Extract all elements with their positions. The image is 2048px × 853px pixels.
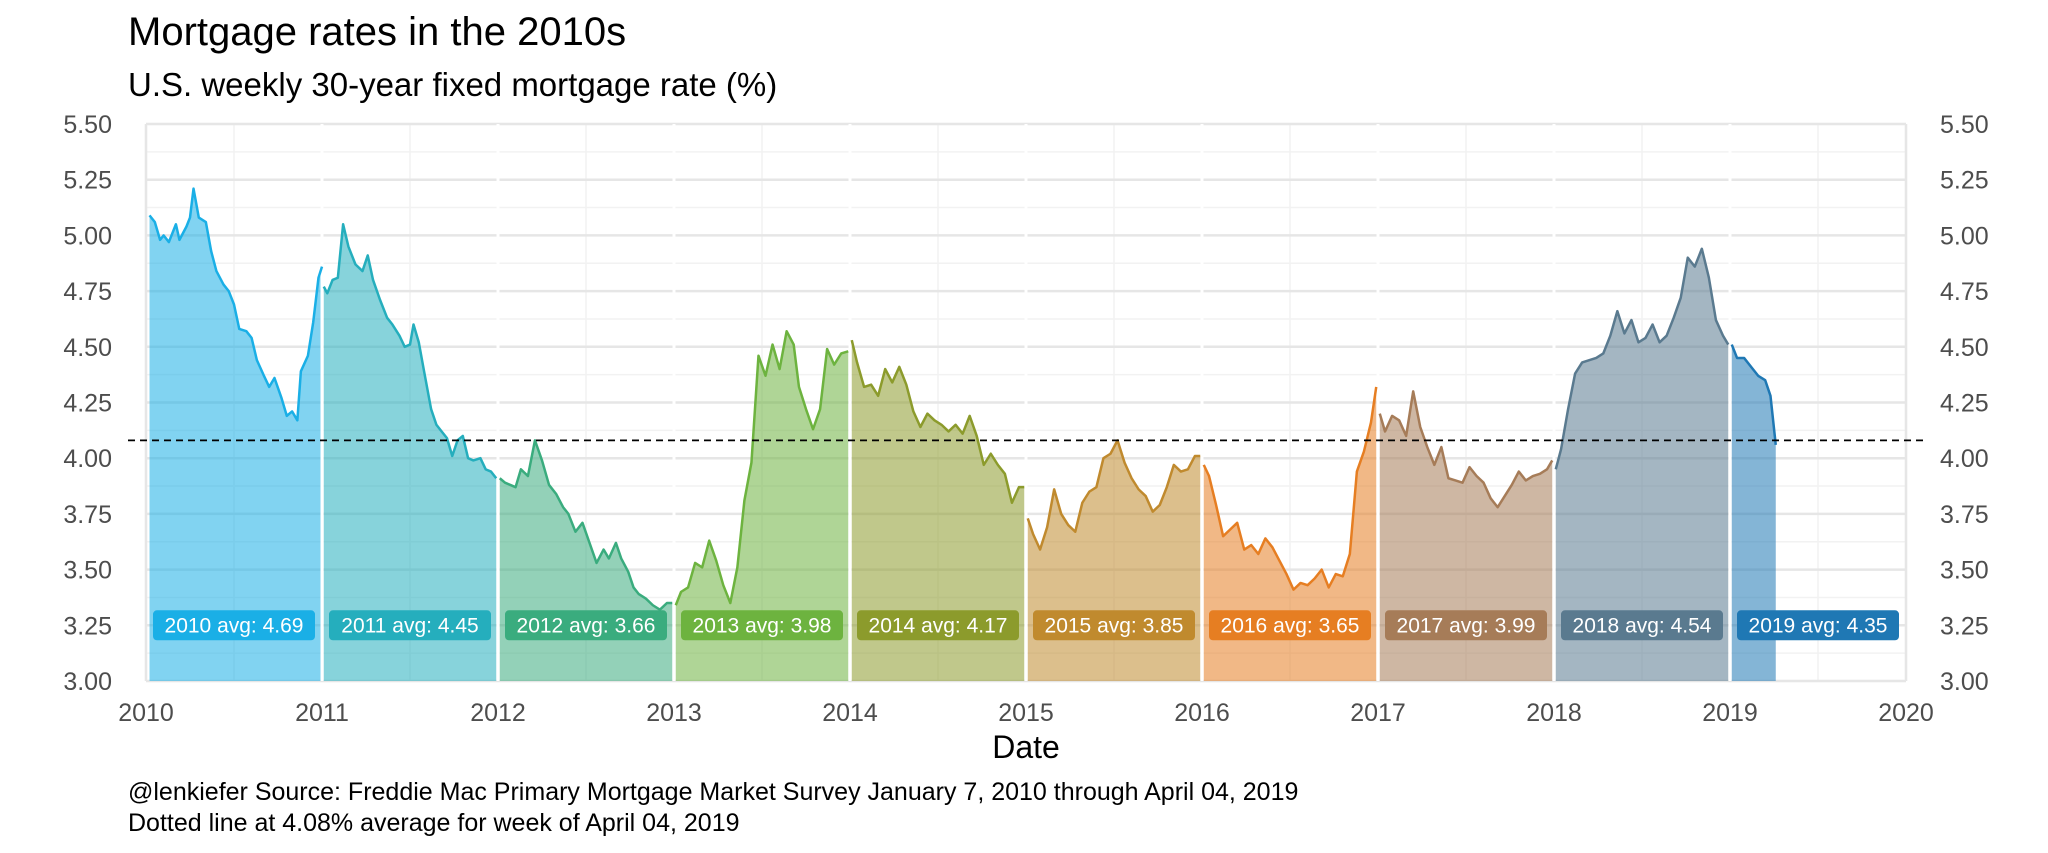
y-tick-left: 3.00: [63, 668, 112, 696]
y-tick-left: 3.75: [63, 501, 112, 529]
line-2013: [674, 329, 849, 606]
y-tick-right: 5.50: [1940, 111, 1989, 139]
y-tick-left: 3.25: [63, 612, 112, 640]
avg-label-2010: 2010 avg: 4.69: [165, 614, 304, 637]
y-tick-left: 4.75: [63, 278, 112, 306]
avg-label-bg-2013: [681, 610, 843, 641]
y-tick-right: 4.50: [1940, 334, 1989, 362]
line-2012: [498, 439, 673, 611]
line-2015: [1026, 439, 1201, 551]
x-axis-label: Date: [992, 729, 1060, 765]
avg-label-bg-2010: [153, 610, 315, 641]
line-2014: [850, 339, 1025, 505]
avg-label-2012: 2012 avg: 3.66: [517, 614, 656, 637]
x-tick: 2013: [646, 699, 702, 727]
x-tick: 2016: [1174, 699, 1230, 727]
area-2011: [323, 224, 497, 681]
y-tick-right: 4.25: [1940, 390, 1989, 418]
y-tick-left: 4.50: [63, 334, 112, 362]
chart-subtitle: U.S. weekly 30-year fixed mortgage rate …: [128, 66, 778, 103]
x-tick: 2010: [118, 699, 174, 727]
avg-label-bg-2016: [1209, 610, 1371, 641]
y-tick-right: 5.00: [1940, 222, 1989, 250]
avg-label-bg-2015: [1033, 610, 1195, 641]
y-tick-right: 3.75: [1940, 501, 1989, 529]
area-2014: [851, 340, 1025, 681]
x-tick: 2014: [822, 699, 878, 727]
avg-label-bg-2018: [1561, 610, 1723, 641]
avg-label-2018: 2018 avg: 4.54: [1573, 614, 1712, 637]
x-tick: 2018: [1526, 699, 1582, 727]
y-tick-left: 5.00: [63, 222, 112, 250]
axis-layer: 3.00 3.00 3.25 3.25 3.50 3.50 3.75 3.75 4.00 4.00…: [63, 111, 1988, 765]
x-tick: 2017: [1350, 699, 1406, 727]
x-tick: 2020: [1878, 699, 1934, 727]
y-tick-left: 5.50: [63, 111, 112, 139]
area-2016: [1203, 386, 1377, 681]
y-tick-left: 4.25: [63, 390, 112, 418]
y-tick-left: 3.50: [63, 557, 112, 585]
avg-label-bg-2012: [505, 610, 667, 641]
line-2016: [1202, 386, 1378, 591]
avg-label-2017: 2017 avg: 3.99: [1397, 614, 1536, 637]
chart-title: Mortgage rates in the 2010s: [128, 10, 627, 54]
area-2013: [675, 331, 849, 681]
line-2018: [1554, 247, 1730, 470]
source-caption: @lenkiefer Source: Freddie Mac Primary M…: [128, 778, 1299, 806]
reference-caption: Dotted line at 4.08% average for week of…: [128, 809, 740, 837]
y-tick-right: 3.50: [1940, 557, 1989, 585]
year-boundaries: [320, 124, 1732, 681]
avg-label-2013: 2013 avg: 3.98: [693, 614, 832, 637]
avg-label-2016: 2016 avg: 3.65: [1221, 614, 1360, 637]
avg-label-2015: 2015 avg: 3.85: [1045, 614, 1184, 637]
avg-label-2011: 2011 avg: 4.45: [341, 614, 478, 637]
y-tick-right: 5.25: [1940, 167, 1989, 195]
avg-labels: 2010 avg: 4.69 2011 avg: 4.45 2012 avg: 3.…: [153, 610, 1899, 641]
area-2010: [149, 188, 322, 681]
area-2019: [1731, 344, 1776, 681]
avg-label-bg-2019: [1737, 610, 1899, 641]
x-tick: 2015: [998, 699, 1054, 727]
y-tick-left: 4.00: [63, 445, 112, 473]
x-tick: 2019: [1702, 699, 1758, 727]
line-2010: [148, 187, 324, 422]
y-tick-left: 5.25: [63, 167, 112, 195]
avg-label-2014: 2014 avg: 4.17: [869, 614, 1008, 637]
avg-label-2019: 2019 avg: 4.35: [1749, 614, 1888, 637]
area-2015: [1027, 440, 1201, 681]
series-lines: [148, 187, 1778, 611]
line-2017: [1378, 390, 1554, 509]
y-tick-right: 4.75: [1940, 278, 1989, 306]
avg-label-bg-2017: [1385, 610, 1547, 641]
line-2011: [322, 223, 498, 480]
line-2019: [1730, 344, 1778, 445]
y-tick-right: 3.25: [1940, 612, 1989, 640]
y-tick-right: 3.00: [1940, 668, 1989, 696]
avg-label-bg-2014: [857, 610, 1019, 641]
x-tick: 2011: [295, 699, 349, 727]
avg-label-bg-2011: [329, 610, 491, 641]
area-2017: [1379, 391, 1553, 681]
x-tick: 2012: [470, 699, 526, 727]
y-tick-right: 4.00: [1940, 445, 1989, 473]
